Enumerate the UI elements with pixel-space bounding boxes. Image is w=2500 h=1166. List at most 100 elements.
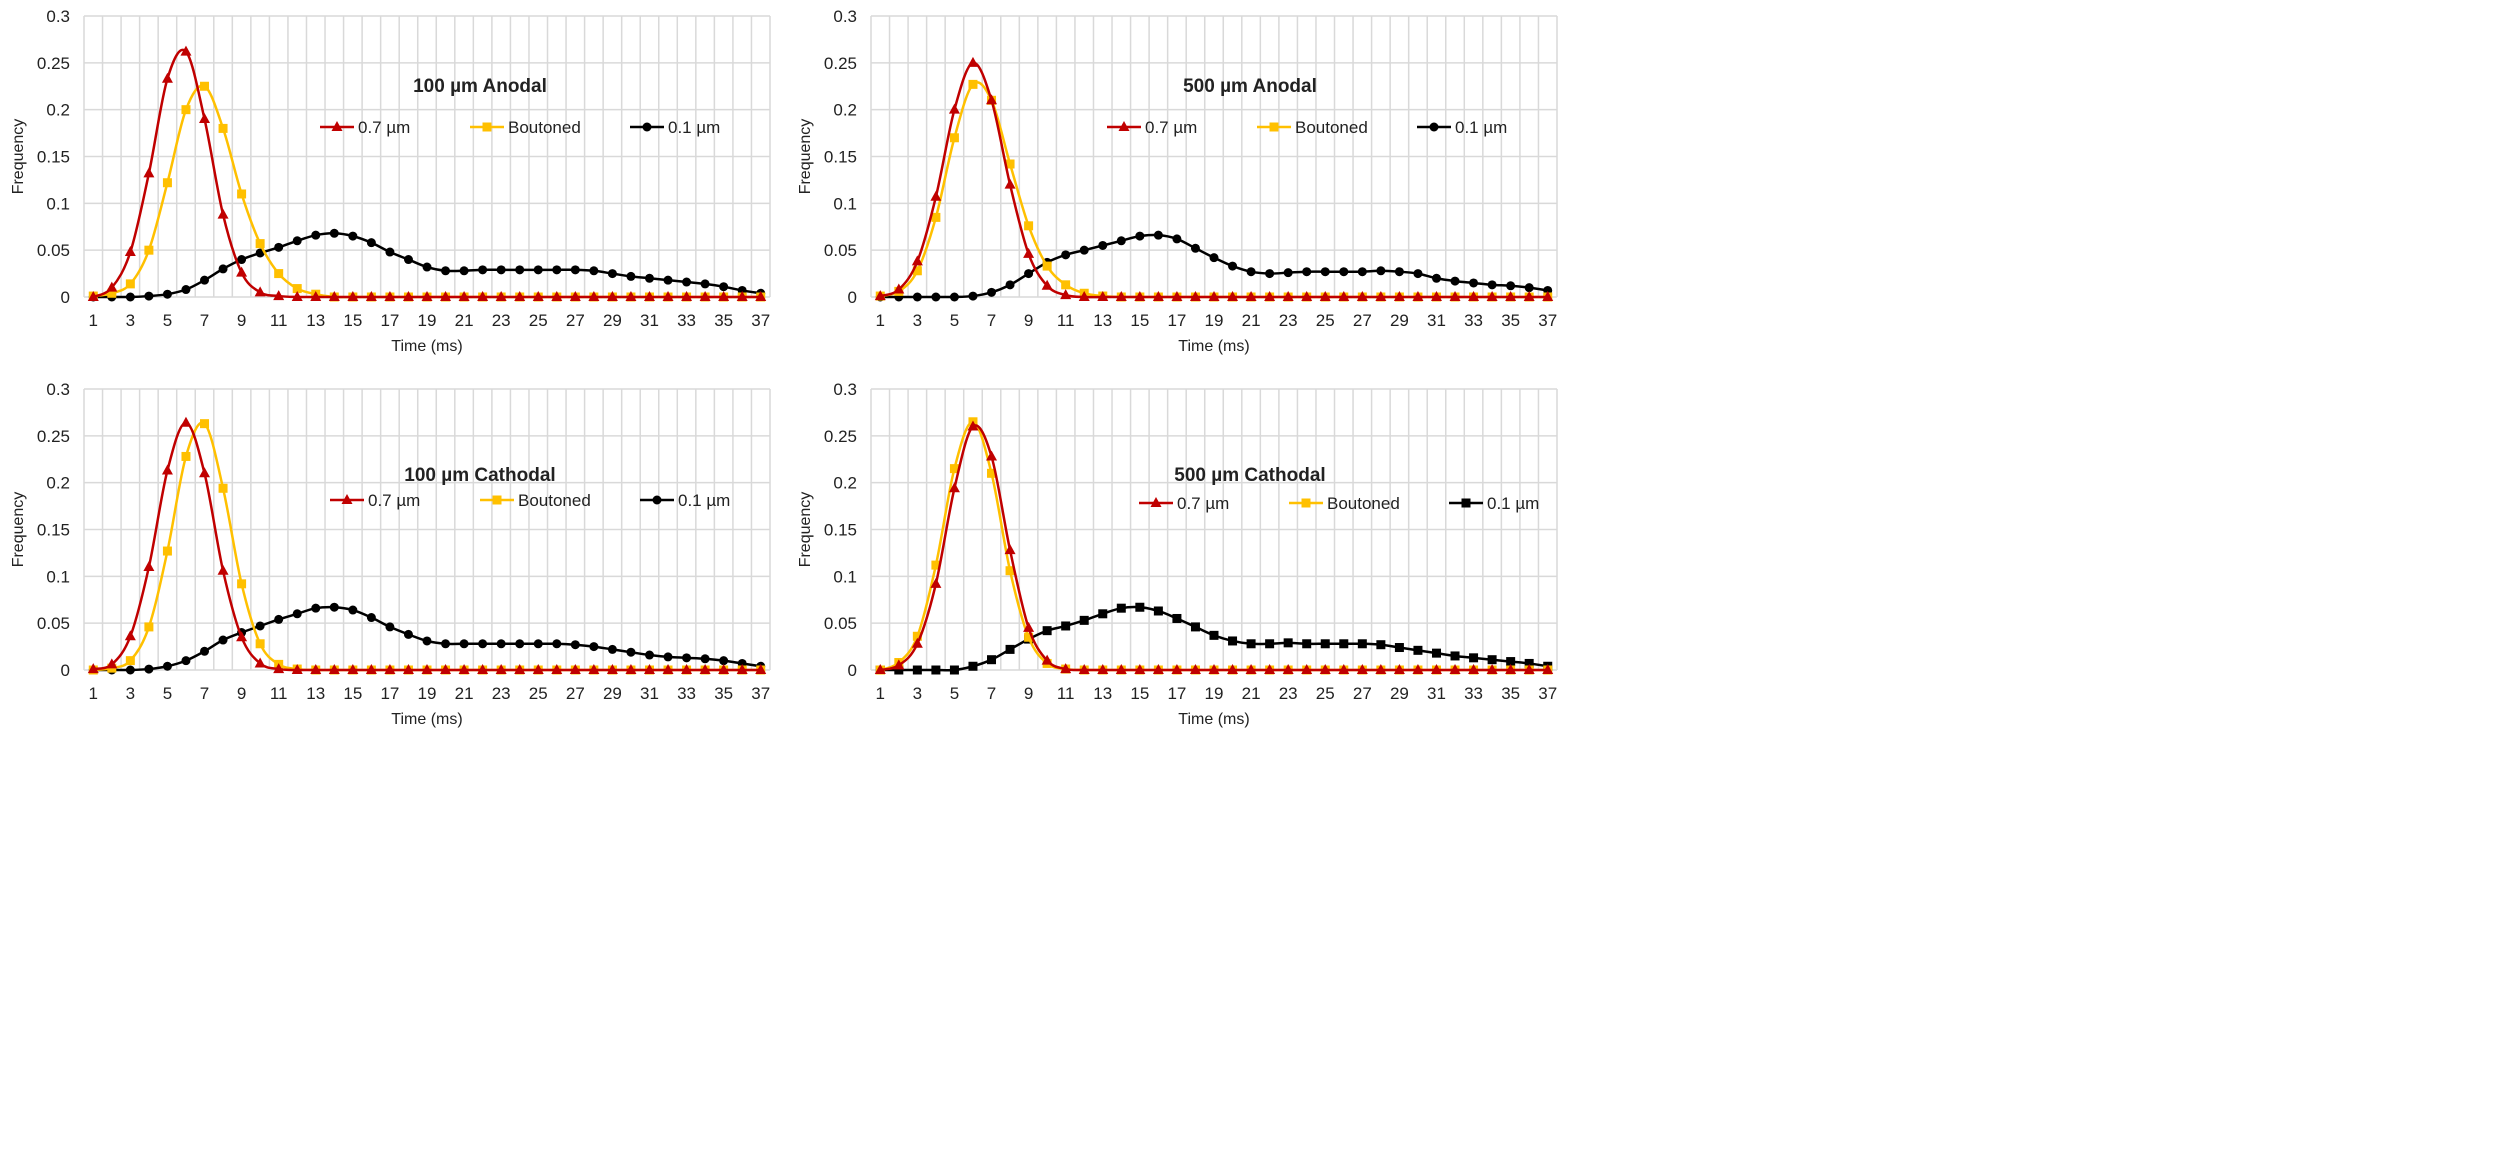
- data-point: [1505, 291, 1517, 301]
- data-point: [1060, 663, 1072, 674]
- y-axis-label: Frequency: [797, 492, 814, 568]
- legend-label: 0.7 µm: [358, 118, 410, 137]
- x-tick-label: 35: [714, 311, 733, 330]
- x-tick-label: 21: [1242, 684, 1261, 703]
- data-point: [1376, 266, 1386, 276]
- legend-marker: [1429, 122, 1439, 132]
- data-point: [1431, 273, 1441, 283]
- data-point: [1209, 253, 1219, 263]
- data-point: [1430, 664, 1442, 674]
- data-point: [1302, 639, 1312, 649]
- x-tick-label: 35: [1501, 684, 1520, 703]
- series-0-1-m: [875, 230, 1553, 302]
- data-point: [477, 664, 489, 674]
- data-point: [1357, 639, 1367, 649]
- data-point: [200, 419, 210, 429]
- data-point: [1042, 626, 1052, 636]
- data-point: [1320, 267, 1330, 277]
- data-point: [236, 631, 248, 642]
- data-point: [1339, 639, 1349, 649]
- data-point: [181, 656, 191, 666]
- data-point: [1412, 291, 1424, 301]
- chart-500um-anodal: 0 0.05 0.1 0.15 0.2 0.25 0.3 1 3 5 7 9 11 13 15 17 19 21 2…: [787, 0, 1587, 390]
- x-tick-label: 7: [200, 311, 209, 330]
- data-point: [311, 603, 321, 613]
- legend-label: Boutoned: [1295, 118, 1368, 137]
- data-point: [662, 291, 674, 301]
- x-tick-label: 3: [126, 311, 135, 330]
- data-point: [236, 266, 248, 277]
- x-tick-label: 5: [163, 311, 172, 330]
- data-point: [1301, 291, 1313, 301]
- data-point: [310, 664, 322, 674]
- x-tick-label: 23: [1279, 684, 1298, 703]
- data-point: [700, 279, 710, 289]
- data-point: [1189, 291, 1201, 301]
- data-point: [551, 291, 563, 301]
- data-point: [718, 664, 730, 674]
- data-point: [1023, 621, 1035, 632]
- x-tick-label: 15: [343, 311, 362, 330]
- data-point: [254, 286, 266, 297]
- data-point: [348, 231, 358, 241]
- legend-marker: [1461, 498, 1471, 508]
- y-tick-label: 0.3: [46, 7, 70, 26]
- data-point: [911, 637, 923, 648]
- data-point: [255, 639, 265, 649]
- data-point: [274, 242, 284, 252]
- legend-label: 0.7 µm: [1145, 118, 1197, 137]
- data-point: [162, 546, 172, 556]
- data-point: [348, 605, 358, 615]
- legend-label: Boutoned: [518, 491, 591, 510]
- data-point: [1005, 644, 1015, 654]
- data-point: [1005, 566, 1015, 576]
- data-point: [1097, 291, 1109, 301]
- legend-marker: [341, 494, 353, 504]
- data-point: [311, 230, 321, 240]
- y-tick-label: 0.3: [833, 380, 857, 399]
- x-tick-label: 7: [200, 684, 209, 703]
- data-point: [912, 292, 922, 302]
- x-tick-label: 23: [1279, 311, 1298, 330]
- gridlines: [870, 388, 1558, 671]
- data-point: [1078, 664, 1090, 674]
- data-point: [1228, 636, 1238, 646]
- x-tick-label: 29: [1390, 684, 1409, 703]
- data-point: [1190, 622, 1200, 632]
- data-point: [292, 284, 302, 294]
- data-point: [606, 291, 618, 301]
- data-point: [347, 291, 359, 301]
- y-tick-label: 0.15: [824, 521, 857, 540]
- data-point: [107, 288, 117, 298]
- x-tick-label: 29: [603, 684, 622, 703]
- x-tick-label: 9: [237, 311, 246, 330]
- data-point: [1487, 280, 1497, 290]
- x-tick-label: 1: [89, 311, 98, 330]
- x-tick-label: 15: [1130, 311, 1149, 330]
- legend-label: 0.1 µm: [668, 118, 720, 137]
- y-tick-label: 0.3: [46, 380, 70, 399]
- legend-marker: [1118, 121, 1130, 131]
- data-point: [1412, 664, 1424, 674]
- data-point: [1004, 178, 1016, 189]
- data-point: [589, 266, 599, 276]
- x-tick-label: 35: [714, 684, 733, 703]
- data-point: [1394, 643, 1404, 653]
- data-point: [949, 133, 959, 143]
- data-point: [1450, 651, 1460, 661]
- data-point: [662, 664, 674, 674]
- x-tick-label: 33: [1464, 311, 1483, 330]
- data-point: [1264, 664, 1276, 674]
- data-point: [199, 467, 211, 478]
- data-point: [1338, 291, 1350, 301]
- x-tick-label: 13: [1093, 684, 1112, 703]
- data-point: [1356, 291, 1368, 301]
- data-point: [1431, 648, 1441, 658]
- series-boutoned: [88, 419, 766, 675]
- x-tick-label: 21: [455, 311, 474, 330]
- series-line: [880, 233, 1548, 299]
- data-point: [478, 265, 488, 275]
- legend-label: 0.7 µm: [368, 491, 420, 510]
- data-point: [1005, 280, 1015, 290]
- data-point: [144, 291, 154, 301]
